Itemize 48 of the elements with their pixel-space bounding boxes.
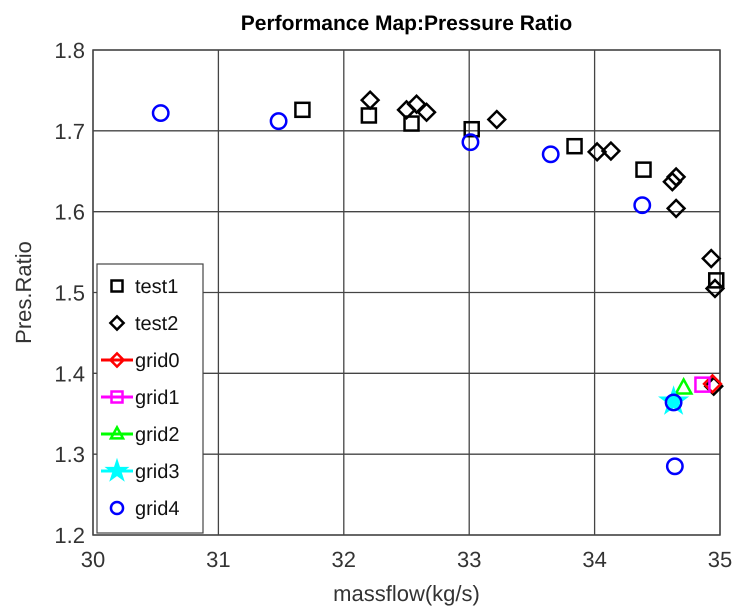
legend-label: test2 <box>135 313 178 335</box>
chart-title: Performance Map:Pressure Ratio <box>240 12 572 35</box>
point <box>416 102 436 122</box>
point <box>487 110 506 130</box>
point <box>633 196 652 214</box>
point <box>566 138 583 154</box>
point <box>403 115 420 132</box>
y-axis-title: Pres.Ratio <box>11 241 36 344</box>
point <box>601 141 621 161</box>
point <box>360 107 378 124</box>
y-tick-label: 1.2 <box>54 523 85 548</box>
point <box>666 167 686 187</box>
point <box>666 198 686 218</box>
legend-label: grid2 <box>135 424 180 446</box>
legend-label: grid4 <box>135 498 180 520</box>
point <box>587 142 607 162</box>
x-tick-label: 31 <box>206 547 231 572</box>
y-tick-label: 1.6 <box>54 200 85 225</box>
legend-label: test1 <box>135 276 178 298</box>
y-tick-label: 1.7 <box>54 118 85 144</box>
point <box>666 457 684 476</box>
y-tick-label: 1.8 <box>54 38 85 63</box>
x-tick-label: 35 <box>708 547 732 572</box>
x-tick-label: 33 <box>456 547 482 572</box>
point <box>462 133 480 152</box>
point <box>270 112 288 130</box>
point <box>705 278 725 298</box>
point <box>674 378 693 395</box>
point <box>396 100 416 120</box>
point <box>406 94 426 114</box>
legend-label: grid0 <box>135 350 180 372</box>
point <box>152 104 170 122</box>
point <box>694 376 711 393</box>
point <box>702 248 721 268</box>
x-tick-label: 32 <box>332 547 356 572</box>
point <box>635 161 652 178</box>
point <box>294 102 311 118</box>
legend-label: grid3 <box>135 461 180 483</box>
y-tick-label: 1.3 <box>54 442 85 468</box>
y-tick-label: 1.5 <box>54 280 85 306</box>
y-tick-label: 1.4 <box>54 361 85 386</box>
point <box>542 145 560 164</box>
legend-label: grid1 <box>135 387 180 409</box>
x-tick-label: 34 <box>582 547 607 572</box>
point <box>662 172 682 192</box>
x-axis-title: massflow(kg/s) <box>333 581 480 606</box>
point <box>360 90 380 110</box>
x-tick-label: 30 <box>80 547 106 572</box>
